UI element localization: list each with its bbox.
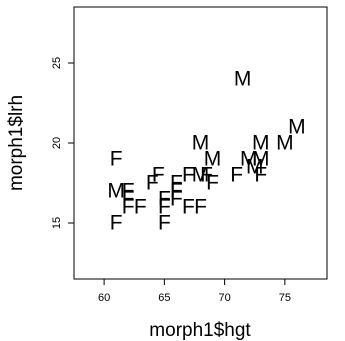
- data-point: F: [122, 196, 135, 219]
- data-point: F: [170, 172, 183, 195]
- data-point: F: [122, 188, 135, 211]
- data-point: F: [182, 196, 195, 219]
- data-point: M: [240, 148, 258, 171]
- data-point: F: [170, 180, 183, 203]
- data-point: F: [152, 164, 165, 187]
- x-tick-label: 75: [279, 292, 291, 304]
- data-point: F: [206, 172, 219, 195]
- y-tick-label: 15: [51, 217, 63, 229]
- data-point: F: [122, 180, 135, 203]
- data-point: F: [146, 172, 159, 195]
- data-point: F: [110, 212, 123, 235]
- data-point: F: [158, 188, 171, 211]
- data-point: M: [276, 132, 294, 155]
- x-tick-label: 70: [218, 292, 230, 304]
- data-point: M: [192, 132, 210, 155]
- data-point: F: [158, 212, 171, 235]
- data-point: F: [170, 188, 183, 211]
- x-tick-label: 65: [158, 292, 170, 304]
- data-point: F: [110, 148, 123, 171]
- y-tick-label: 25: [51, 57, 63, 69]
- data-point: F: [158, 196, 171, 219]
- data-point: M: [252, 148, 270, 171]
- data-point: F: [194, 196, 207, 219]
- y-axis: 15 20 25: [51, 57, 75, 229]
- x-axis-title: morph1$hgt: [149, 320, 251, 341]
- data-point: M: [204, 148, 222, 171]
- x-tick-label: 60: [98, 292, 110, 304]
- data-point: M: [252, 132, 270, 155]
- data-point: M: [246, 156, 264, 179]
- data-point: F: [182, 164, 195, 187]
- data-point: F: [200, 164, 213, 187]
- data-point: F: [230, 164, 243, 187]
- data-point: F: [134, 196, 147, 219]
- y-tick-label: 20: [51, 137, 63, 149]
- data-point: F: [254, 164, 267, 187]
- data-point: M: [192, 164, 210, 187]
- x-axis: 60 65 70 75: [98, 278, 291, 304]
- data-point: M: [288, 116, 306, 139]
- data-point: M: [234, 68, 252, 91]
- y-axis-title: morph1$lrh: [6, 95, 27, 191]
- data-point: M: [107, 180, 125, 203]
